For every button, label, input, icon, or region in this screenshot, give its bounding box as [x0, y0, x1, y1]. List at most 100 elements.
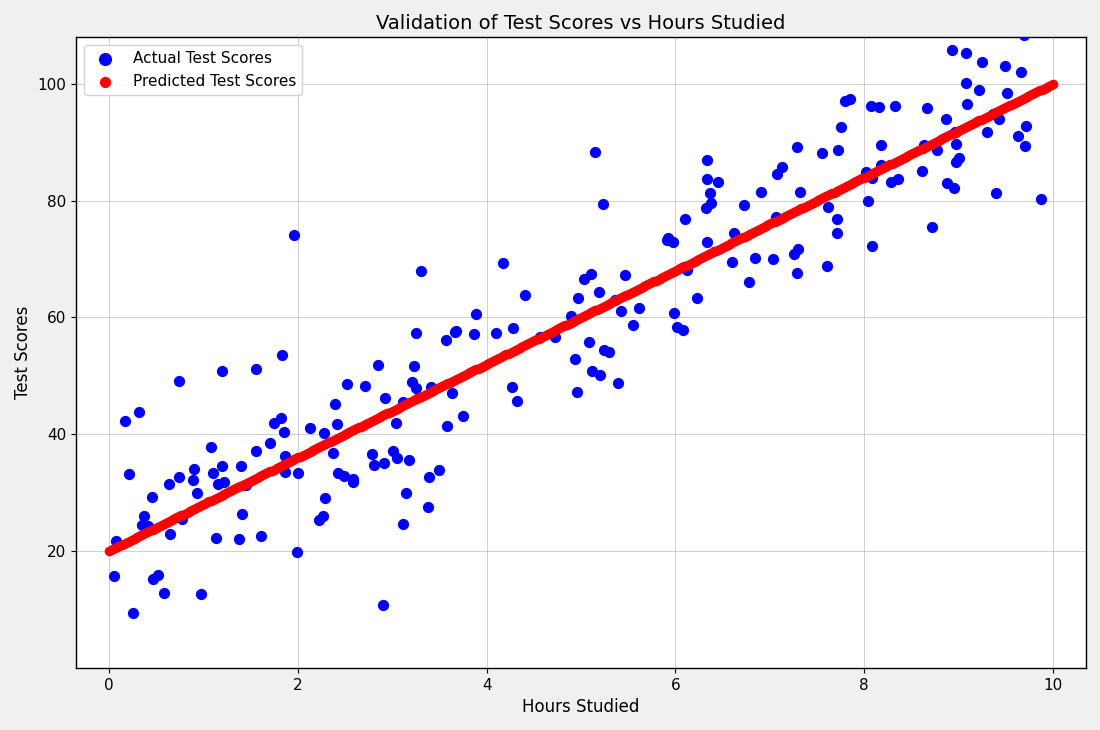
Actual Test Scores — [726, 227, 744, 239]
Actual Test Scores — [531, 331, 549, 343]
Predicted Test Scores — [470, 363, 487, 374]
Actual Test Scores — [494, 258, 512, 269]
Predicted Test Scores — [153, 519, 170, 531]
Predicted Test Scores — [484, 356, 502, 367]
Predicted Test Scores — [759, 220, 777, 231]
Actual Test Scores — [388, 453, 406, 464]
Predicted Test Scores — [715, 241, 733, 253]
Predicted Test Scores — [145, 523, 163, 534]
Predicted Test Scores — [199, 496, 217, 508]
Predicted Test Scores — [184, 504, 201, 515]
Actual Test Scores — [735, 199, 752, 211]
Title: Validation of Test Scores vs Hours Studied: Validation of Test Scores vs Hours Studi… — [376, 14, 785, 33]
Predicted Test Scores — [1006, 97, 1024, 109]
Predicted Test Scores — [833, 183, 850, 195]
Predicted Test Scores — [252, 470, 270, 482]
Predicted Test Scores — [912, 144, 930, 155]
Predicted Test Scores — [316, 439, 333, 450]
Actual Test Scores — [400, 454, 418, 466]
Actual Test Scores — [504, 322, 521, 334]
Predicted Test Scores — [176, 508, 194, 520]
Actual Test Scores — [958, 77, 976, 89]
Predicted Test Scores — [142, 525, 160, 537]
Predicted Test Scores — [747, 225, 764, 237]
Predicted Test Scores — [806, 196, 824, 208]
Actual Test Scores — [233, 508, 251, 520]
Predicted Test Scores — [713, 242, 730, 253]
Actual Test Scores — [710, 176, 727, 188]
Predicted Test Scores — [182, 505, 199, 517]
Predicted Test Scores — [452, 371, 470, 383]
Predicted Test Scores — [634, 281, 651, 293]
Predicted Test Scores — [170, 510, 188, 522]
Predicted Test Scores — [666, 265, 683, 277]
Predicted Test Scores — [719, 239, 737, 251]
Predicted Test Scores — [189, 502, 207, 513]
Predicted Test Scores — [386, 404, 404, 415]
Predicted Test Scores — [263, 465, 280, 477]
Predicted Test Scores — [458, 369, 475, 380]
Predicted Test Scores — [672, 263, 690, 274]
Actual Test Scores — [315, 510, 332, 522]
Predicted Test Scores — [157, 517, 175, 529]
Predicted Test Scores — [804, 197, 822, 209]
Predicted Test Scores — [539, 328, 557, 339]
Actual Test Scores — [1031, 10, 1048, 22]
Actual Test Scores — [660, 232, 678, 244]
Predicted Test Scores — [683, 257, 701, 269]
Predicted Test Scores — [205, 493, 222, 505]
Predicted Test Scores — [783, 207, 801, 219]
Predicted Test Scores — [922, 139, 939, 150]
Predicted Test Scores — [132, 529, 150, 541]
Predicted Test Scores — [449, 373, 466, 385]
Predicted Test Scores — [865, 167, 882, 179]
Predicted Test Scores — [889, 155, 906, 166]
Predicted Test Scores — [686, 255, 704, 266]
Actual Test Scores — [202, 441, 220, 453]
Predicted Test Scores — [424, 385, 441, 397]
Predicted Test Scores — [192, 499, 210, 511]
Predicted Test Scores — [954, 123, 971, 135]
Predicted Test Scores — [720, 238, 738, 250]
Predicted Test Scores — [250, 472, 267, 483]
Predicted Test Scores — [698, 250, 716, 261]
Predicted Test Scores — [550, 323, 568, 334]
Predicted Test Scores — [815, 191, 833, 203]
Predicted Test Scores — [744, 227, 761, 239]
Predicted Test Scores — [503, 346, 520, 358]
Predicted Test Scores — [752, 222, 770, 234]
Actual Test Scores — [276, 450, 294, 462]
Predicted Test Scores — [659, 269, 676, 281]
Actual Test Scores — [785, 248, 803, 260]
Actual Test Scores — [998, 88, 1015, 99]
Predicted Test Scores — [368, 412, 386, 424]
Predicted Test Scores — [778, 210, 795, 222]
Predicted Test Scores — [320, 437, 338, 448]
Predicted Test Scores — [999, 101, 1016, 112]
Predicted Test Scores — [936, 131, 954, 143]
Predicted Test Scores — [300, 446, 318, 458]
Actual Test Scores — [828, 227, 846, 239]
Predicted Test Scores — [429, 383, 447, 394]
Predicted Test Scores — [100, 545, 118, 557]
Predicted Test Scores — [407, 393, 425, 405]
Predicted Test Scores — [526, 334, 543, 346]
Predicted Test Scores — [986, 107, 1003, 119]
Predicted Test Scores — [431, 381, 449, 393]
Actual Test Scores — [789, 268, 806, 280]
Predicted Test Scores — [119, 536, 136, 548]
Predicted Test Scores — [331, 431, 349, 442]
Predicted Test Scores — [186, 503, 204, 515]
Actual Test Scores — [336, 470, 353, 482]
Predicted Test Scores — [265, 464, 283, 475]
Actual Test Scores — [546, 331, 563, 343]
Predicted Test Scores — [111, 539, 129, 551]
Predicted Test Scores — [770, 214, 788, 226]
Predicted Test Scores — [465, 364, 483, 376]
Actual Test Scores — [230, 534, 248, 545]
Predicted Test Scores — [515, 340, 532, 352]
Predicted Test Scores — [751, 223, 769, 235]
Predicted Test Scores — [692, 252, 710, 264]
Actual Test Scores — [584, 365, 602, 377]
Actual Test Scores — [375, 457, 393, 469]
